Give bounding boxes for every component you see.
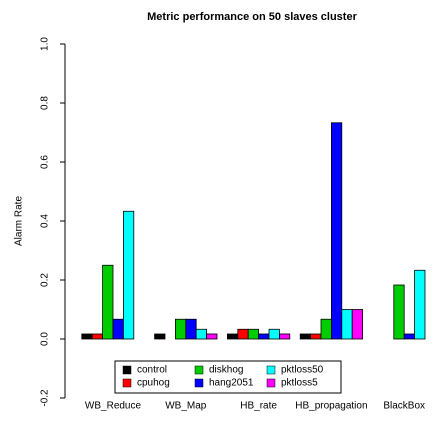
bar bbox=[310, 333, 322, 340]
y-tick-label: 0.2 bbox=[40, 273, 51, 287]
bar bbox=[268, 328, 280, 340]
x-tick-label: HB_rate bbox=[240, 401, 277, 412]
y-tick-label: 0.0 bbox=[40, 332, 51, 346]
bar bbox=[320, 318, 332, 340]
y-tick-label: 0.8 bbox=[40, 96, 51, 110]
x-tick-label: HB_propagation bbox=[295, 401, 367, 412]
bar bbox=[258, 333, 270, 340]
bar bbox=[351, 309, 364, 340]
legend-swatch bbox=[194, 378, 204, 388]
y-tick-label: 0.6 bbox=[40, 155, 51, 169]
y-tick-label: 1.0 bbox=[40, 37, 51, 51]
bar bbox=[206, 333, 218, 340]
bar bbox=[247, 328, 259, 340]
bar bbox=[195, 328, 207, 340]
legend-swatch bbox=[194, 365, 204, 375]
bar bbox=[278, 333, 291, 340]
bar bbox=[174, 318, 187, 340]
bar bbox=[403, 333, 416, 340]
bar bbox=[102, 264, 114, 340]
legend-label: control bbox=[137, 365, 167, 376]
bar bbox=[123, 210, 135, 340]
bar bbox=[393, 284, 405, 340]
x-tick-label: BlackBox bbox=[383, 401, 425, 412]
bar bbox=[330, 122, 343, 340]
legend-label: cpuhog bbox=[137, 378, 170, 389]
y-tick-label: -0.2 bbox=[40, 389, 51, 407]
y-axis-label: Alarm Rate bbox=[14, 196, 25, 246]
bar bbox=[154, 333, 166, 340]
bar bbox=[91, 333, 103, 340]
legend-swatch bbox=[122, 365, 132, 375]
legend-swatch bbox=[266, 378, 276, 388]
legend-box bbox=[114, 360, 342, 394]
bar bbox=[341, 309, 353, 340]
legend-label: pktloss5 bbox=[281, 378, 318, 389]
x-tick-label: WB_Map bbox=[165, 401, 207, 412]
legend-swatch bbox=[266, 365, 276, 375]
bar bbox=[237, 328, 249, 340]
legend-label: hang2051 bbox=[209, 378, 254, 389]
bar bbox=[414, 269, 426, 340]
legend-swatch bbox=[122, 378, 132, 388]
chart-title: Metric performance on 50 slaves cluster bbox=[147, 11, 357, 23]
y-tick-label: 0.4 bbox=[40, 214, 51, 228]
bar bbox=[112, 318, 124, 340]
legend-label: pktloss50 bbox=[281, 365, 324, 376]
bar bbox=[299, 333, 312, 340]
x-tick-label: WB_Reduce bbox=[85, 401, 142, 412]
legend-label: diskhog bbox=[209, 365, 243, 376]
bar bbox=[226, 333, 239, 340]
bar bbox=[185, 318, 197, 340]
bar bbox=[81, 333, 93, 340]
